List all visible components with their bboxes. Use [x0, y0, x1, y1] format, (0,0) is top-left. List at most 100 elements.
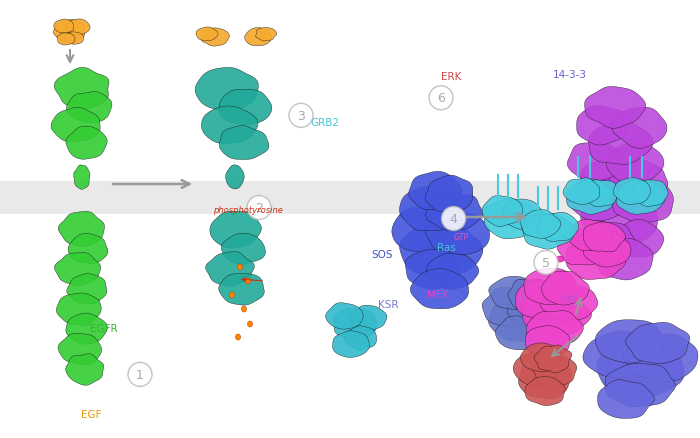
- Polygon shape: [524, 268, 576, 305]
- Polygon shape: [606, 143, 664, 185]
- Polygon shape: [631, 180, 668, 207]
- Polygon shape: [66, 20, 90, 36]
- Polygon shape: [195, 68, 258, 112]
- Polygon shape: [519, 358, 572, 399]
- Polygon shape: [540, 283, 598, 321]
- Text: Raf: Raf: [560, 293, 577, 303]
- Polygon shape: [400, 187, 461, 231]
- Circle shape: [128, 363, 152, 386]
- Ellipse shape: [248, 321, 253, 327]
- Polygon shape: [563, 178, 600, 205]
- Polygon shape: [58, 333, 102, 365]
- Polygon shape: [426, 213, 489, 255]
- Polygon shape: [534, 345, 572, 373]
- Polygon shape: [583, 231, 631, 268]
- Circle shape: [429, 87, 453, 110]
- Circle shape: [442, 207, 466, 231]
- Polygon shape: [66, 127, 107, 160]
- Polygon shape: [568, 220, 612, 251]
- Polygon shape: [326, 303, 363, 329]
- Polygon shape: [482, 196, 523, 227]
- Polygon shape: [595, 320, 664, 363]
- Polygon shape: [426, 192, 483, 231]
- Polygon shape: [581, 193, 657, 246]
- Polygon shape: [482, 287, 533, 327]
- Ellipse shape: [246, 279, 251, 284]
- Polygon shape: [484, 199, 537, 239]
- Polygon shape: [400, 222, 483, 278]
- Text: MEK: MEK: [427, 290, 449, 299]
- Polygon shape: [218, 274, 264, 305]
- Text: KSR: KSR: [378, 300, 398, 309]
- Polygon shape: [405, 250, 459, 290]
- Polygon shape: [513, 353, 557, 386]
- Polygon shape: [583, 223, 626, 252]
- Polygon shape: [210, 212, 261, 248]
- Polygon shape: [580, 158, 640, 200]
- Text: 5: 5: [542, 256, 550, 269]
- Polygon shape: [221, 233, 265, 265]
- Polygon shape: [503, 200, 542, 230]
- Polygon shape: [201, 29, 230, 47]
- Text: Ras: Ras: [438, 243, 456, 252]
- Polygon shape: [351, 306, 387, 331]
- Polygon shape: [219, 90, 272, 125]
- Polygon shape: [206, 252, 254, 286]
- Polygon shape: [55, 68, 109, 109]
- Polygon shape: [598, 380, 654, 418]
- Polygon shape: [53, 21, 85, 43]
- Text: 3: 3: [297, 110, 305, 123]
- Polygon shape: [566, 180, 613, 215]
- Polygon shape: [594, 239, 653, 280]
- Bar: [0, 182, 700, 215]
- Polygon shape: [256, 28, 276, 42]
- Polygon shape: [522, 291, 592, 339]
- Polygon shape: [589, 121, 653, 165]
- Polygon shape: [557, 229, 608, 265]
- Text: 4: 4: [449, 212, 458, 226]
- Polygon shape: [489, 297, 551, 342]
- Polygon shape: [520, 343, 562, 372]
- Polygon shape: [623, 334, 698, 381]
- Polygon shape: [567, 142, 624, 181]
- Text: GTP: GTP: [454, 232, 469, 241]
- Polygon shape: [582, 180, 618, 207]
- Polygon shape: [345, 326, 377, 350]
- Polygon shape: [410, 269, 468, 309]
- Polygon shape: [426, 176, 472, 212]
- Text: 14-3-3: 14-3-3: [553, 70, 587, 79]
- Text: SOS: SOS: [371, 249, 393, 259]
- Polygon shape: [489, 277, 537, 310]
- Polygon shape: [613, 220, 664, 258]
- Polygon shape: [333, 309, 377, 341]
- Polygon shape: [508, 279, 552, 311]
- Circle shape: [247, 196, 271, 220]
- Polygon shape: [426, 254, 479, 290]
- Polygon shape: [525, 377, 565, 406]
- Text: EGFR: EGFR: [90, 324, 117, 333]
- Polygon shape: [64, 33, 83, 45]
- Polygon shape: [537, 213, 579, 242]
- Polygon shape: [626, 322, 690, 364]
- Polygon shape: [584, 87, 645, 129]
- Circle shape: [534, 251, 558, 275]
- Polygon shape: [583, 331, 658, 378]
- Polygon shape: [609, 160, 668, 202]
- Polygon shape: [567, 178, 631, 221]
- Polygon shape: [533, 355, 577, 387]
- Polygon shape: [56, 293, 102, 325]
- Polygon shape: [611, 179, 673, 223]
- Text: 6: 6: [437, 92, 445, 105]
- Polygon shape: [244, 28, 272, 46]
- Text: 1: 1: [136, 368, 144, 381]
- Text: GRB2: GRB2: [311, 118, 340, 127]
- Ellipse shape: [237, 265, 242, 270]
- Polygon shape: [332, 331, 370, 357]
- Polygon shape: [68, 234, 108, 264]
- Polygon shape: [409, 172, 462, 210]
- Text: phosphotyrosine: phosphotyrosine: [214, 206, 284, 215]
- Polygon shape: [508, 290, 560, 328]
- Polygon shape: [612, 108, 667, 149]
- Ellipse shape: [235, 334, 241, 340]
- Polygon shape: [577, 106, 627, 146]
